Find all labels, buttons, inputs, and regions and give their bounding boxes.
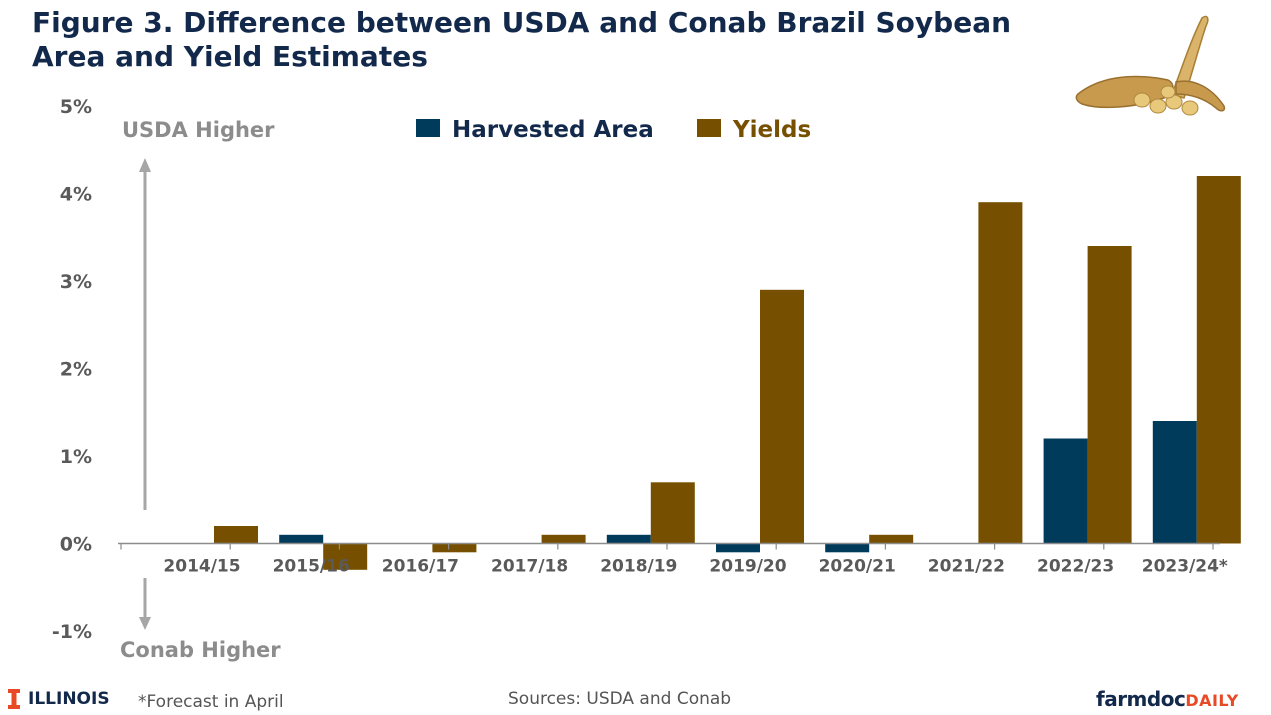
soybean-bean (1133, 92, 1151, 108)
y-tick-label: -1% (52, 621, 92, 643)
soybean-bean (1149, 98, 1167, 114)
y-tick-label: 3% (60, 271, 92, 293)
x-tick-label: 2016/17 (382, 557, 459, 577)
x-tick-label: 2018/19 (600, 557, 677, 577)
legend-label-harvested-area: Harvested Area (452, 117, 654, 143)
sources-note: Sources: USDA and Conab (508, 689, 732, 709)
y-tick-label: 1% (60, 446, 92, 468)
x-tick-label: 2021/22 (928, 557, 1005, 577)
soybean-bean (1160, 85, 1176, 99)
bar-yields (1087, 246, 1132, 544)
bar-harvested-area (825, 543, 870, 553)
x-tick-label: 2014/15 (163, 557, 240, 577)
bar-yields (214, 526, 258, 544)
down-arrow-icon (139, 617, 151, 630)
bar-harvested-area (1043, 438, 1088, 544)
y-tick-label: 5% (60, 96, 92, 118)
illinois-block-i-icon (8, 689, 20, 709)
x-tick-label: 2023/24* (1142, 557, 1228, 577)
x-tick-label: 2022/23 (1037, 557, 1114, 577)
legend-label-yields: Yields (732, 117, 811, 143)
bar-harvested-area (716, 543, 760, 553)
soybean-pods-image (1075, 15, 1226, 116)
chart-title: Figure 3. Difference between USDA and Co… (32, 6, 1012, 73)
farmdoc-wordmark: farmdoc (1096, 687, 1186, 711)
soybean-pod-right (1175, 80, 1226, 112)
bar-yields (760, 289, 804, 544)
x-tick-label: 2017/18 (491, 557, 568, 577)
illinois-logo: ILLINOIS (8, 689, 110, 709)
y-tick-label: 4% (60, 184, 92, 206)
legend-swatch-harvested-area (416, 119, 440, 137)
x-tick-label: 2015/16 (273, 557, 350, 577)
bar-yields (978, 202, 1023, 544)
bar-harvested-area (1152, 421, 1197, 544)
bar-harvested-area (279, 534, 324, 544)
bar-yields (1196, 176, 1241, 544)
x-tick-label: 2019/20 (709, 557, 786, 577)
conab-higher-annotation: Conab Higher (120, 638, 281, 662)
legend-swatch-yields (697, 119, 721, 137)
up-arrow-icon (139, 158, 151, 172)
y-tick-label: 2% (60, 359, 92, 381)
soybean-bean (1181, 100, 1199, 116)
x-tick-label: 2020/21 (819, 557, 896, 577)
bar-yields (869, 534, 914, 544)
forecast-footnote: *Forecast in April (138, 692, 284, 712)
y-tick-label: 0% (60, 534, 92, 556)
bar-yields (650, 482, 695, 544)
bar-yields (432, 543, 477, 553)
illinois-wordmark: ILLINOIS (28, 689, 110, 709)
bar-harvested-area (606, 534, 651, 544)
daily-wordmark: DAILY (1185, 691, 1239, 710)
bar-yields (541, 534, 586, 544)
usda-higher-annotation: USDA Higher (122, 118, 275, 142)
bar-yields (323, 543, 368, 570)
soybean-pod-upright (1171, 15, 1209, 99)
farmdoc-daily-logo: farmdocDAILY (1096, 687, 1239, 711)
